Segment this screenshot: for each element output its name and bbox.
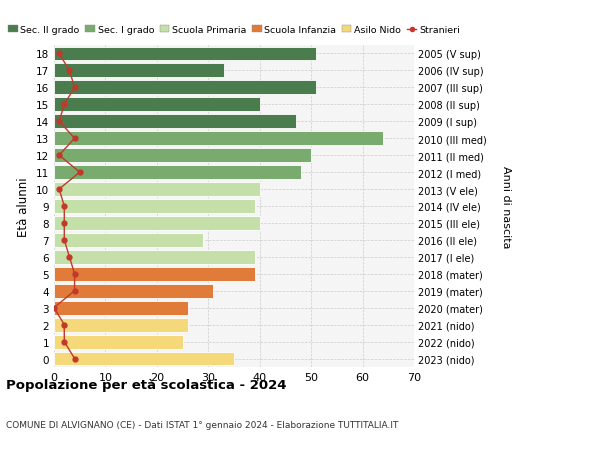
Bar (54, 47, 316, 62)
Bar (54, 234, 203, 247)
Bar (54, 115, 296, 129)
Bar (54, 149, 311, 163)
Bar (54, 166, 301, 179)
Bar (54, 132, 383, 146)
Bar (54, 64, 224, 78)
Text: Popolazione per età scolastica - 2024: Popolazione per età scolastica - 2024 (6, 379, 287, 392)
Bar (54, 301, 188, 315)
Bar (54, 217, 260, 230)
Bar (54, 284, 214, 298)
Bar (54, 98, 260, 112)
Bar (54, 352, 234, 366)
Text: COMUNE DI ALVIGNANO (CE) - Dati ISTAT 1° gennaio 2024 - Elaborazione TUTTITALIA.: COMUNE DI ALVIGNANO (CE) - Dati ISTAT 1°… (6, 420, 398, 429)
Bar (54, 200, 254, 213)
Bar (54, 335, 182, 349)
Bar (54, 267, 254, 281)
Bar (54, 250, 254, 264)
Bar (54, 183, 260, 196)
Bar (54, 318, 188, 332)
Bar (54, 81, 316, 95)
Legend: Sec. II grado, Sec. I grado, Scuola Primaria, Scuola Infanzia, Asilo Nido, Stran: Sec. II grado, Sec. I grado, Scuola Prim… (8, 26, 460, 35)
Y-axis label: Anni di nascita: Anni di nascita (501, 165, 511, 248)
Y-axis label: Età alunni: Età alunni (17, 177, 31, 236)
